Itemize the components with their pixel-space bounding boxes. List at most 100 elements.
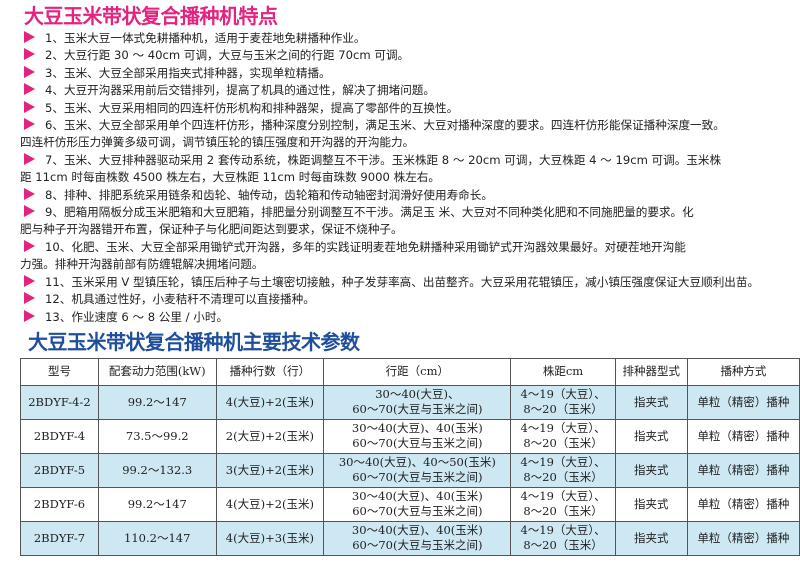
table-cell: 指夹式 [614, 520, 688, 556]
cell-text: 指夹式 [634, 530, 669, 545]
params-title: 大豆玉米带状复合播种机主要技术参数 [28, 329, 360, 354]
feature-item: 6、玉米、大豆全部采用单个四连杆仿形，播种深度分别控制，满足玉米、大豆对播种深度… [24, 117, 794, 134]
cell-text: 4～19（大豆）、 [520, 387, 606, 402]
table-cell: 2BDYF-4 [20, 418, 99, 454]
feature-item: 2、大豆行距 30 ～ 40cm 可调，大豆与玉米之间的行距 70cm 可调。 [24, 47, 794, 64]
table-cell: 99.2～132.3 [97, 452, 217, 488]
arrow-bullet-icon [24, 152, 35, 165]
column-header: 株距cm [510, 357, 616, 386]
feature-text: 13、作业速度 6 ～ 8 公里 / 小时。 [45, 309, 229, 324]
features-title: 大豆玉米带状复合播种机特点 [24, 4, 278, 28]
table-cell: 2(大豆)+2(玉米) [215, 418, 325, 454]
arrow-bullet-icon [24, 100, 35, 113]
table-cell: 4(大豆)+2(玉米) [215, 486, 325, 522]
cell-text: 30～40(大豆)、 [375, 387, 460, 402]
feature-item: 5、玉米、大豆采用相同的四连杆仿形机构和排种器架，提高了零部件的互换性。 [24, 100, 794, 117]
arrow-bullet-icon [24, 118, 35, 131]
cell-text: 单粒（精密）播种 [697, 530, 790, 545]
column-header: 排种器型式 [614, 357, 688, 386]
column-header: 播种行数（行） [215, 357, 325, 386]
table-cell: 单粒（精密）播种 [686, 384, 800, 420]
table-cell: 99.2～147 [97, 384, 217, 420]
table-cell: 单粒（精密）播种 [686, 452, 800, 488]
feature-text: 6、玉米、大豆全部采用单个四连杆仿形，播种深度分别控制，满足玉米、大豆对播种深度… [45, 118, 725, 133]
table-row: 2BDYF-6 99.2～147 4(大豆)+2(玉米) 30～40(大豆)、40(玉… [20, 486, 800, 522]
feature-text: 8、排种、排肥系统采用链条和齿轮、轴传动，齿轮箱和传动轴密封润滑好使用寿命长。 [45, 187, 493, 202]
cell-text: 99.2～147 [127, 394, 187, 409]
feature-continuation: 肥与种子开沟器错开布置，保证种子与化肥间距达到要求，保证不烧种子。 [20, 222, 403, 237]
table-cell: 4(大豆)+3(玉米) [215, 520, 325, 556]
table-cell: 单粒（精密）播种 [686, 418, 800, 454]
cell-text: 2BDYF-5 [33, 462, 86, 477]
table-cell: 指夹式 [614, 452, 688, 488]
cell-text: 60～70(大豆与玉米之间) [352, 538, 483, 553]
table-cell: 3(大豆)+2(玉米) [215, 452, 325, 488]
cell-text: 4～19（大豆）、 [520, 489, 606, 504]
cell-text: 4～19（大豆）、 [520, 523, 606, 538]
cell-text: 2BDYF-7 [33, 530, 86, 545]
feature-item: 11、玉米采用 V 型镇压轮，镇压后种子与土壤密切接触，种子发芽率高、出苗整齐。… [24, 274, 794, 291]
feature-text: 1、玉米大豆一体式免耕播种机，适用于麦茬地免耕播种作业。 [45, 31, 366, 45]
cell-text: 8～20（玉米） [523, 504, 603, 519]
table-cell: 30～40(大豆)、40(玉米) 60～70(大豆与玉米之间) [323, 418, 512, 454]
cell-text: 4(大豆)+3(玉米) [225, 530, 314, 545]
arrow-bullet-icon [24, 274, 35, 287]
params-table: 型号 配套动力范围(kW) 播种行数（行） 行距（cm） 株距cm 排种器型式 播种方式 2… [20, 357, 800, 556]
feature-item: 12、机具通过性好，小麦秸秆不清理可以直接播种。 [24, 291, 794, 308]
cell-text: 4～19（大豆）、 [520, 421, 606, 436]
feature-text: 10、化肥、玉米、大豆全部采用锄铲式开沟器，多年的实践证明麦茬地免耕播种采用锄铲… [45, 239, 686, 254]
arrow-bullet-icon [24, 309, 35, 322]
table-cell: 4～19（大豆）、 8～20（玉米） [510, 486, 616, 522]
table-cell: 30～40(大豆)、40(玉米) 60～70(大豆与玉米之间) [323, 486, 512, 522]
cell-text: 60～70(大豆与玉米之间) [352, 504, 483, 519]
arrow-bullet-icon [24, 31, 35, 43]
table-cell: 110.2～147 [97, 520, 217, 556]
cell-text: 60～70(大豆与玉米之间) [352, 470, 483, 485]
feature-text: 5、玉米、大豆采用相同的四连杆仿形机构和排种器架，提高了零部件的互换性。 [45, 100, 459, 115]
cell-text: 99.2～132.3 [122, 462, 193, 477]
column-header: 播种方式 [686, 357, 800, 386]
feature-text: 12、机具通过性好，小麦秸秆不清理可以直接播种。 [45, 292, 315, 307]
cell-text: 8～20（玉米） [523, 470, 603, 485]
feature-text: 4、大豆开沟器采用前后交错排列，提高了机具的通过性，解决了拥堵问题。 [45, 83, 435, 98]
cell-text: 指夹式 [634, 462, 669, 477]
feature-text: 7、玉米、大豆排种器驱动采用 2 套传动系统，株距调整互不干涉。玉米株距 8 ～… [45, 152, 722, 167]
table-cell: 4～19（大豆）、 8～20（玉米） [510, 452, 616, 488]
table-row: 2BDYF-7 110.2～147 4(大豆)+3(玉米) 30～40(大豆)、40(… [20, 520, 800, 556]
table-cell: 99.2～147 [97, 486, 217, 522]
cell-text: 30～40(大豆)、40(玉米) [351, 421, 483, 436]
table-cell: 30～40(大豆)、40(玉米) 60～70(大豆与玉米之间) [323, 520, 512, 556]
arrow-bullet-icon [24, 187, 35, 200]
arrow-bullet-icon [24, 205, 35, 218]
feature-item: 9、肥箱用隔板分成玉米肥箱和大豆肥箱，排肥量分别调整互不干涉。满足玉 米、大豆对… [24, 204, 794, 221]
table-cell: 30～40(大豆)、40～50(玉米) 60～70(大豆与玉米之间) [323, 452, 512, 488]
table-cell: 2BDYF-7 [20, 520, 99, 556]
column-header: 配套动力范围(kW) [97, 357, 217, 386]
column-header: 型号 [20, 357, 99, 386]
feature-continuation: 力强。排种开沟器前部有防缠辊解决拥堵问题。 [20, 257, 264, 272]
feature-item: 4、大豆开沟器采用前后交错排列，提高了机具的通过性，解决了拥堵问题。 [24, 82, 794, 99]
feature-continuation: 距 11cm 时每亩株数 4500 株左右，大豆株距 11cm 时每亩珠数 90… [20, 170, 440, 185]
feature-text: 9、肥箱用隔板分成玉米肥箱和大豆肥箱，排肥量分别调整互不干涉。满足玉 米、大豆对… [45, 205, 694, 220]
cell-text: 单粒（精密）播种 [697, 462, 790, 477]
cell-text: 60～70(大豆与玉米之间) [352, 436, 483, 451]
cell-text: 单粒（精密）播种 [697, 394, 790, 409]
table-cell: 2BDYF-4-2 [20, 384, 99, 420]
cell-text: 4～19（大豆）、 [520, 455, 606, 470]
table-cell: 4～19（大豆）、 8～20（玉米） [510, 384, 616, 420]
cell-text: 单粒（精密）播种 [697, 496, 790, 511]
cell-text: 60～70(大豆与玉米之间) [352, 402, 483, 417]
arrow-bullet-icon [24, 239, 35, 252]
table-cell: 4～19（大豆）、 8～20（玉米） [510, 520, 616, 556]
table-row: 2BDYF-5 99.2～132.3 3(大豆)+2(玉米) 30～40(大豆)、40… [20, 452, 800, 488]
cell-text: 8～20（玉米） [523, 538, 603, 553]
feature-text: 2、大豆行距 30 ～ 40cm 可调，大豆与玉米之间的行距 70cm 可调。 [45, 48, 410, 63]
table-cell: 指夹式 [614, 418, 688, 454]
cell-text: 指夹式 [634, 428, 669, 443]
feature-item: 3、玉米、大豆全部采用指夹式排种器，实现单粒精播。 [24, 65, 794, 82]
table-cell: 指夹式 [614, 486, 688, 522]
feature-text: 3、玉米、大豆全部采用指夹式排种器，实现单粒精播。 [45, 65, 331, 80]
arrow-bullet-icon [24, 83, 35, 96]
feature-text: 11、玉米采用 V 型镇压轮，镇压后种子与土壤密切接触，种子发芽率高、出苗整齐。… [45, 274, 760, 289]
feature-item: 8、排种、排肥系统采用链条和齿轮、轴传动，齿轮箱和传动轴密封润滑好使用寿命长。 [24, 187, 794, 204]
